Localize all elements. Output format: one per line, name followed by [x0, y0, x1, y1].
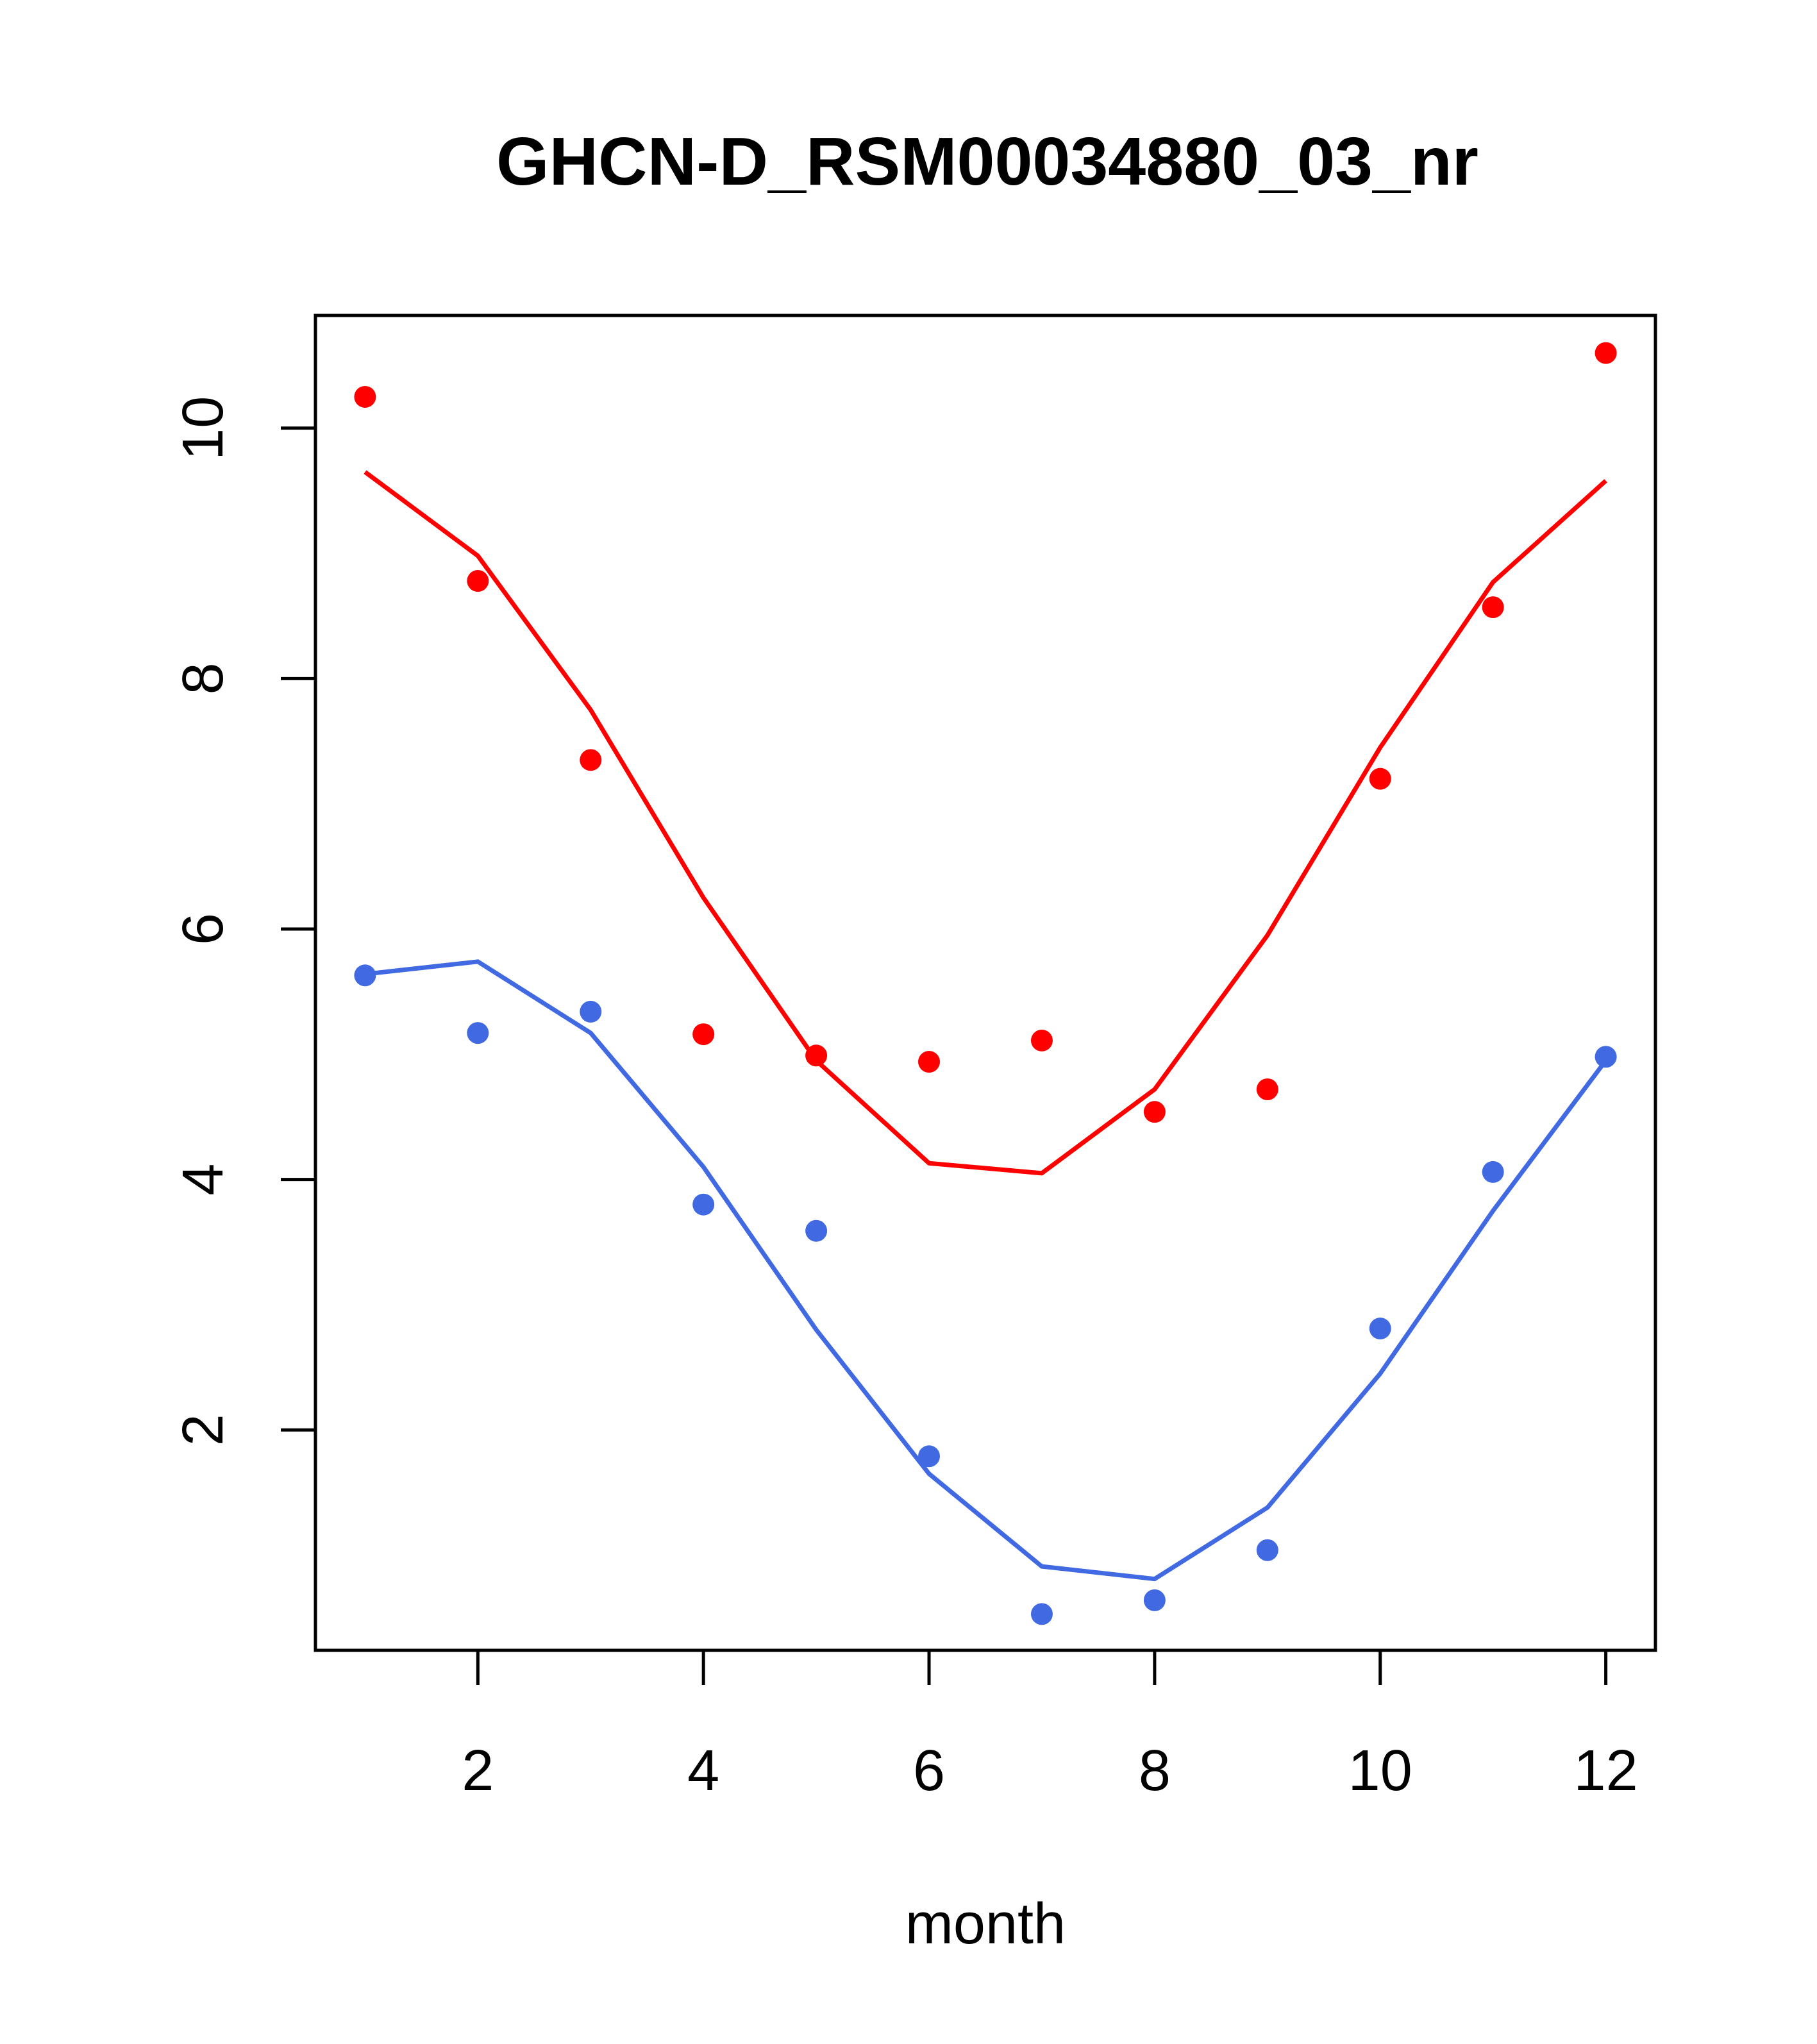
series-0-point [467, 570, 489, 592]
series-0-point [805, 1044, 828, 1067]
series-1-point [580, 1000, 602, 1023]
x-tick-label: 12 [1574, 1739, 1638, 1803]
series-1-point [467, 1022, 489, 1044]
x-axis-label: month [905, 1892, 1066, 1956]
series-1-point [354, 964, 376, 987]
series-0-point [1595, 342, 1617, 364]
series-1-point [918, 1445, 941, 1468]
chart-title: GHCN-D_RSM00034880_03_nr [496, 124, 1478, 199]
y-tick-label: 8 [171, 662, 235, 694]
series-0-point [354, 385, 376, 408]
series-layer [354, 342, 1617, 1625]
x-tick-label: 10 [1348, 1739, 1412, 1803]
x-tick-label: 8 [1139, 1739, 1171, 1803]
series-1-point [1595, 1046, 1617, 1068]
y-tick-label: 2 [171, 1414, 235, 1446]
y-axis: 2 4 6 8 10 [171, 396, 317, 1446]
series-1-point [805, 1219, 828, 1242]
x-tick-label: 6 [913, 1739, 945, 1803]
x-axis: 2 4 6 8 10 12 [462, 1648, 1638, 1803]
series-1-point [1143, 1589, 1166, 1611]
series-0-point [580, 749, 602, 771]
series-1-point [692, 1193, 715, 1216]
series-1-point [1482, 1160, 1504, 1183]
series-0-point [1030, 1029, 1053, 1051]
series-0-point [1256, 1078, 1278, 1101]
y-tick-label: 4 [171, 1164, 235, 1196]
series-0-point [918, 1051, 941, 1073]
y-tick-label: 6 [171, 913, 235, 945]
x-tick-label: 2 [462, 1739, 494, 1803]
series-0-line [364, 470, 1607, 1176]
series-1-line [365, 959, 1608, 1582]
plot-frame [314, 314, 1657, 1652]
series-1-point [1369, 1318, 1391, 1340]
y-tick-label: 10 [171, 396, 235, 460]
series-0-point [692, 1023, 715, 1046]
series-1-point [1256, 1539, 1278, 1561]
series-0-point [1369, 767, 1391, 790]
x-tick-label: 4 [687, 1739, 719, 1803]
series-0-point [1143, 1101, 1166, 1123]
series-1-point [1030, 1603, 1053, 1625]
series-0-point [1482, 596, 1504, 619]
